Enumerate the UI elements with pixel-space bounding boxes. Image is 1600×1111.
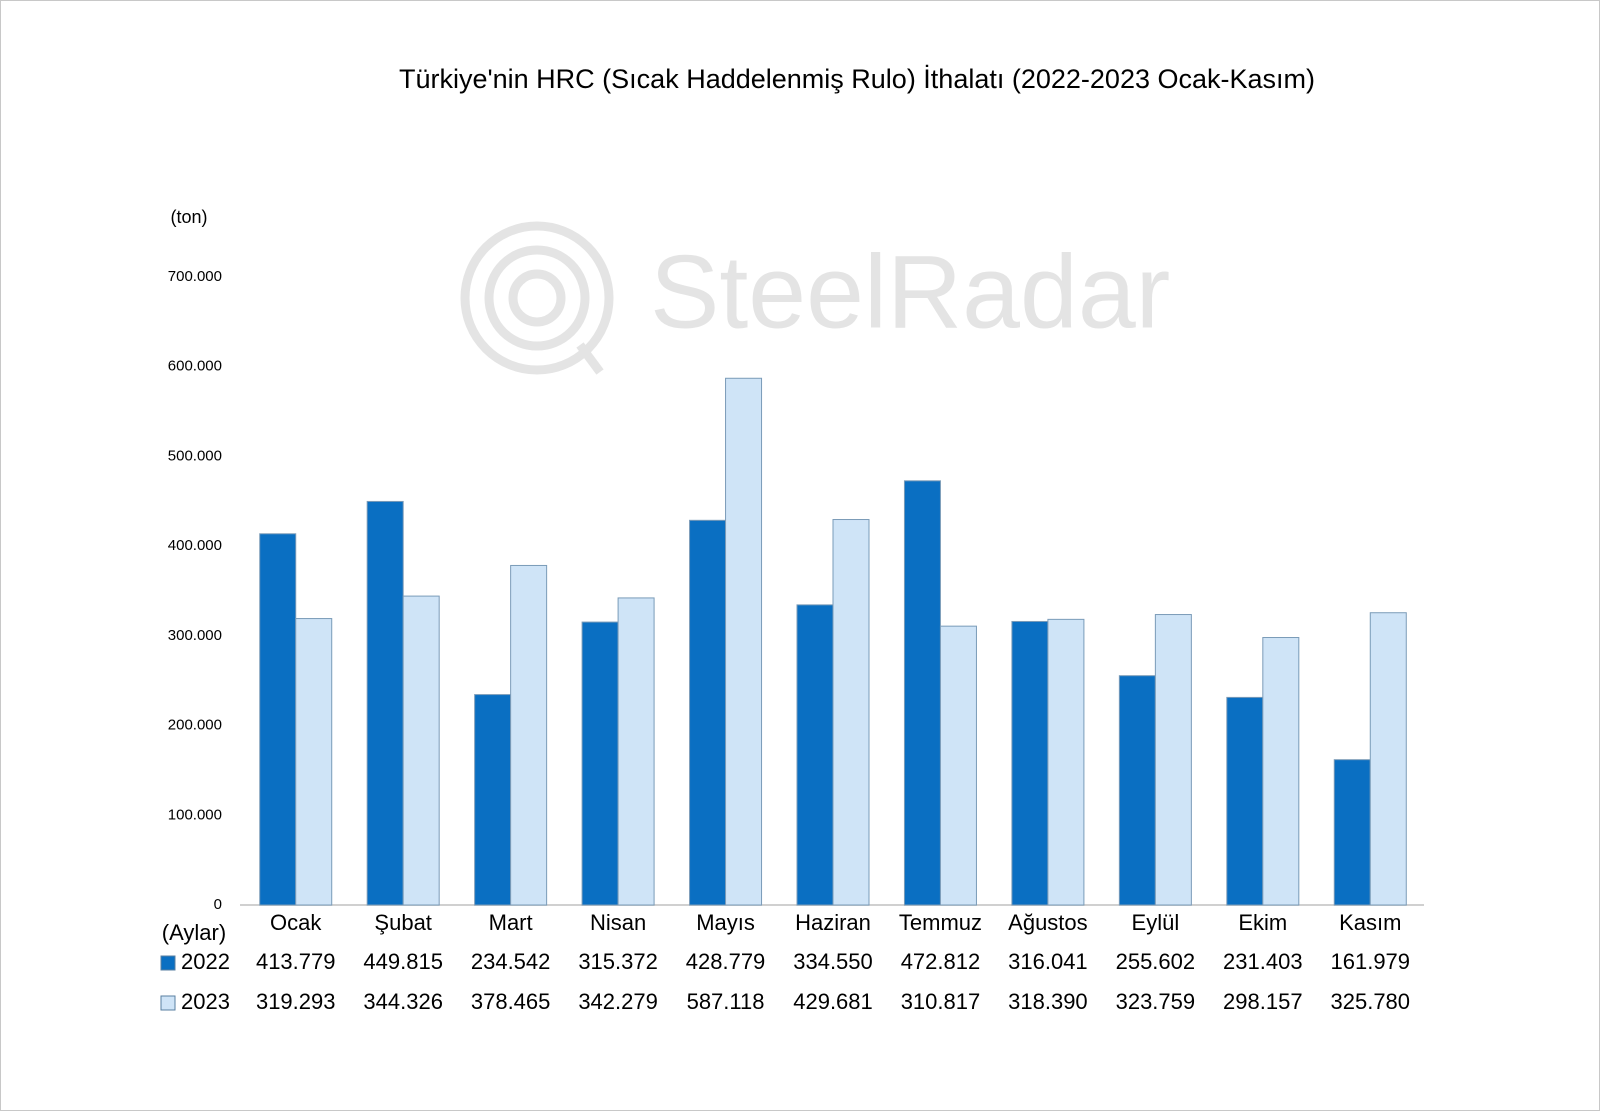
table-value: 342.279 — [578, 989, 658, 1014]
x-tick-label: Mart — [489, 910, 533, 935]
bar — [617, 597, 655, 906]
y-axis-label: (ton) — [170, 207, 207, 227]
table-value: 161.979 — [1331, 949, 1411, 974]
table-value: 316.041 — [1008, 949, 1088, 974]
y-tick-label: 600.000 — [168, 358, 222, 375]
table-value: 298.157 — [1223, 989, 1303, 1014]
x-tick-label: Temmuz — [899, 910, 982, 935]
x-tick-label: Şubat — [374, 910, 432, 935]
x-tick-label: Nisan — [590, 910, 646, 935]
bar — [474, 694, 512, 906]
table-value: 472.812 — [901, 949, 981, 974]
bar — [1047, 618, 1085, 906]
bar — [1226, 696, 1264, 906]
bar — [1011, 620, 1049, 906]
table-value: 334.550 — [793, 949, 873, 974]
table-value: 378.465 — [471, 989, 551, 1014]
legend-swatch — [160, 955, 176, 971]
bar — [402, 595, 440, 906]
bar — [725, 377, 763, 906]
bar — [832, 519, 870, 906]
y-tick-label: 400.000 — [168, 537, 222, 554]
bar — [1154, 614, 1192, 906]
table-value: 413.779 — [256, 949, 336, 974]
bar — [366, 500, 404, 906]
table-value: 344.326 — [363, 989, 443, 1014]
bar — [903, 480, 941, 906]
legend-swatch — [160, 995, 176, 1011]
y-tick-label: 0 — [214, 896, 222, 913]
table-value: 428.779 — [686, 949, 766, 974]
legend-label: 2022 — [181, 949, 230, 974]
x-axis-label: (Aylar) — [162, 920, 226, 945]
bar — [939, 625, 977, 906]
x-tick-label: Ocak — [270, 910, 322, 935]
bar — [581, 621, 619, 906]
x-tick-label: Ağustos — [1008, 910, 1088, 935]
y-tick-label: 700.000 — [168, 268, 222, 285]
table-value: 231.403 — [1223, 949, 1303, 974]
x-tick-label: Mayıs — [696, 910, 755, 935]
table-value: 255.602 — [1116, 949, 1196, 974]
table-value: 449.815 — [363, 949, 443, 974]
table-value: 315.372 — [578, 949, 658, 974]
y-tick-label: 200.000 — [168, 717, 222, 734]
y-tick-label: 500.000 — [168, 447, 222, 464]
table-value: 587.118 — [687, 989, 765, 1014]
x-tick-label: Eylül — [1132, 910, 1180, 935]
bar — [295, 618, 333, 906]
bar — [1369, 612, 1407, 906]
bar — [1262, 637, 1300, 906]
x-tick-label: Haziran — [795, 910, 871, 935]
watermark: SteelRadar — [650, 234, 1170, 350]
table-value: 323.759 — [1116, 989, 1196, 1014]
bar — [796, 604, 834, 906]
table-value: 325.780 — [1331, 989, 1411, 1014]
y-tick-label: 300.000 — [168, 627, 222, 644]
bar — [689, 519, 727, 906]
table-value: 318.390 — [1008, 989, 1088, 1014]
table-value: 429.681 — [793, 989, 873, 1014]
x-tick-label: Ekim — [1238, 910, 1287, 935]
bar — [1118, 675, 1156, 906]
chart-title: Türkiye'nin HRC (Sıcak Haddelenmiş Rulo)… — [399, 63, 1315, 94]
bar — [259, 533, 297, 906]
legend-label: 2023 — [181, 989, 230, 1014]
x-tick-label: Kasım — [1339, 910, 1401, 935]
table-value: 234.542 — [471, 949, 551, 974]
bar — [1333, 759, 1371, 906]
table-value: 319.293 — [256, 989, 336, 1014]
y-tick-label: 100.000 — [168, 806, 222, 823]
watermark-logo — [460, 221, 614, 375]
bar — [510, 564, 548, 906]
table-value: 310.817 — [901, 989, 981, 1014]
